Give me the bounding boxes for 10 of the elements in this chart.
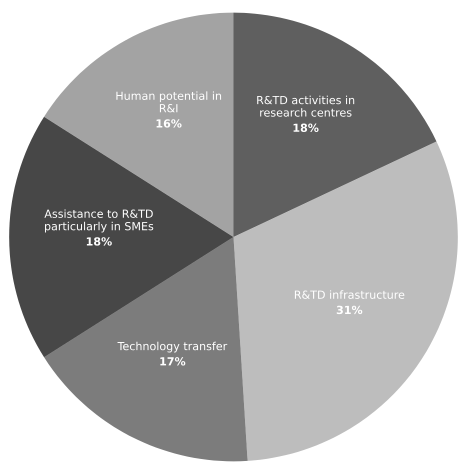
slice-label: Technology transfer xyxy=(118,342,228,352)
slice-label: R&TD infrastructure xyxy=(294,290,404,299)
slice-label: Human potential in R&I xyxy=(116,91,222,112)
data-label: 31% xyxy=(336,306,362,314)
slice-label: Assistance to R&TD particularly in SMEs xyxy=(44,209,154,233)
slice-label: R&TD activities in research centres xyxy=(257,96,354,117)
data-label: 18% xyxy=(294,124,319,132)
data-label: 16% xyxy=(156,119,182,128)
data-label: 17% xyxy=(160,357,186,366)
data-label: 18% xyxy=(86,237,112,246)
